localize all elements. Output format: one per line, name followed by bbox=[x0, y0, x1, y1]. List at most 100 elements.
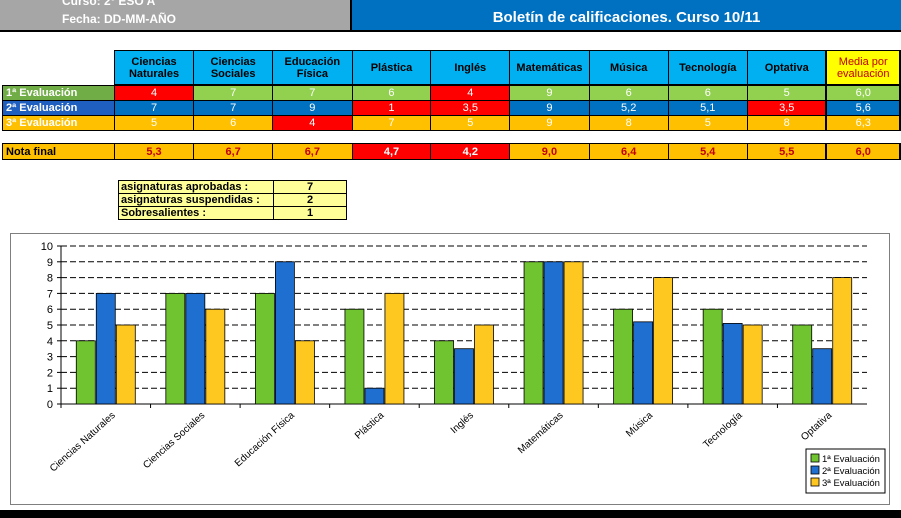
chart-bar bbox=[115, 324, 136, 405]
y-tick-label: 9 bbox=[47, 257, 53, 269]
grade-cell: 3,5 bbox=[746, 100, 827, 116]
grade-cell: 8 bbox=[746, 115, 827, 131]
grade-cell: 5 bbox=[430, 115, 511, 131]
grade-cell: 4 bbox=[430, 85, 511, 101]
grade-cell: 6 bbox=[193, 115, 274, 131]
report-title: Boletín de calificaciones. Curso 10/11 bbox=[492, 9, 761, 26]
evaluation-mean-cell: 6,0 bbox=[825, 85, 901, 101]
y-tick-label: 7 bbox=[47, 288, 53, 300]
mean-header: Media por evaluación bbox=[825, 50, 901, 85]
chart-bar bbox=[543, 261, 564, 405]
grades-table: Ciencias Naturales Ciencias Sociales Educaci… bbox=[2, 50, 901, 160]
x-category-label: Tecnología bbox=[701, 410, 745, 451]
y-tick-label: 3 bbox=[47, 352, 53, 364]
grade-cell: 5 bbox=[746, 85, 827, 101]
grade-cell: 9 bbox=[509, 85, 590, 101]
grade-cell: 9 bbox=[509, 115, 590, 131]
summary-row: asignaturas aprobadas :7 bbox=[118, 180, 347, 194]
evaluation-mean-cell: 6,3 bbox=[825, 115, 901, 131]
chart-bar bbox=[95, 293, 116, 405]
course-label: Curso: 2º ESO A bbox=[62, 0, 156, 8]
y-tick-label: 0 bbox=[47, 399, 53, 411]
grade-cell: 6 bbox=[667, 85, 748, 101]
final-grade-label: Nota final bbox=[2, 143, 115, 160]
final-grade-cell: 5,5 bbox=[746, 143, 827, 160]
evaluation-row: 1ª Evaluación 4 7 7 6 4 9 6 6 5 6,0 bbox=[2, 85, 901, 101]
chart-bar bbox=[165, 293, 186, 405]
legend-swatch bbox=[810, 465, 820, 475]
chart-bar bbox=[792, 324, 813, 405]
subject-header: Tecnología bbox=[667, 50, 748, 85]
subject-header: Ciencias Naturales bbox=[113, 50, 195, 85]
chart-bar bbox=[274, 261, 295, 405]
x-category-label: Ciencias Naturales bbox=[48, 410, 118, 474]
final-grade-cell: 6,7 bbox=[272, 143, 353, 160]
final-grade-cell: 5,4 bbox=[667, 143, 748, 160]
header-blank-cell bbox=[3, 51, 115, 85]
grade-cell: 9 bbox=[272, 100, 353, 116]
grades-chart: 0 1 2 3 4 5 6 7 8 9 10 Ciencias Naturales Ciencias S… bbox=[10, 233, 890, 505]
chart-bar bbox=[434, 340, 454, 405]
final-grade-cell: 9,0 bbox=[509, 143, 590, 160]
chart-bar bbox=[563, 261, 584, 405]
grade-cell: 5 bbox=[667, 115, 748, 131]
chart-bar bbox=[633, 321, 654, 405]
legend-label: 3ª Evaluación bbox=[822, 478, 880, 489]
x-category-label: Plástica bbox=[353, 410, 387, 442]
grade-cell: 5 bbox=[113, 115, 195, 131]
x-category-label: Educación Física bbox=[233, 410, 297, 469]
grade-cell: 6 bbox=[351, 85, 432, 101]
grade-cell: 3,5 bbox=[430, 100, 511, 116]
summary-table: asignaturas aprobadas :7 asignaturas susp… bbox=[118, 180, 347, 220]
chart-bar bbox=[185, 293, 206, 405]
x-category-label: Matemáticas bbox=[516, 410, 565, 456]
evaluation-label: 2ª Evaluación bbox=[2, 100, 115, 116]
grade-cell: 5,1 bbox=[667, 100, 748, 116]
x-category-label: Música bbox=[624, 410, 655, 440]
grade-cell: 7 bbox=[351, 115, 432, 131]
y-tick-label: 5 bbox=[47, 320, 53, 332]
final-grade-row: Nota final 5,3 6,7 6,7 4,7 4,2 9,0 6,4 5,4 5,5 6,0 bbox=[2, 143, 901, 160]
grade-cell: 7 bbox=[193, 85, 274, 101]
chart-bar bbox=[364, 387, 385, 405]
x-category-label: Ciencias Sociales bbox=[141, 410, 207, 471]
grade-cell: 1 bbox=[351, 100, 432, 116]
x-category-label: Inglés bbox=[449, 410, 476, 436]
date-label: Fecha: DD-MM-AÑO bbox=[62, 12, 176, 26]
evaluation-label: 1ª Evaluación bbox=[2, 85, 115, 101]
evaluation-row: 3ª Evaluación 5 6 4 7 5 9 8 5 8 6,3 bbox=[2, 115, 901, 131]
summary-value: 2 bbox=[273, 193, 347, 207]
final-grade-cell: 4,7 bbox=[351, 143, 432, 160]
final-grade-cell: 4,2 bbox=[430, 143, 511, 160]
y-tick-label: 8 bbox=[47, 273, 53, 285]
legend-swatch bbox=[810, 477, 820, 487]
chart-bar bbox=[474, 324, 494, 405]
y-tick-label: 4 bbox=[47, 336, 53, 348]
final-mean-cell: 6,0 bbox=[825, 143, 901, 160]
chart-bar bbox=[742, 324, 763, 405]
subject-header: Educación Física bbox=[272, 50, 353, 85]
grade-cell: 4 bbox=[113, 85, 195, 101]
report-title-banner: Boletín de calificaciones. Curso 10/11 bbox=[352, 0, 901, 32]
subject-header: Plástica bbox=[351, 50, 432, 85]
summary-row: Sobresalientes :1 bbox=[118, 206, 347, 220]
evaluation-mean-cell: 5,6 bbox=[825, 100, 901, 116]
bottom-border bbox=[0, 510, 901, 518]
evaluation-label: 3ª Evaluación bbox=[2, 115, 115, 131]
chart-bar bbox=[254, 293, 275, 405]
chart-bar bbox=[653, 277, 674, 405]
y-tick-label: 6 bbox=[47, 304, 53, 316]
subject-header: Inglés bbox=[430, 50, 511, 85]
grade-cell: 7 bbox=[193, 100, 274, 116]
chart-bar bbox=[454, 348, 474, 405]
chart-bar bbox=[832, 277, 853, 405]
subject-header: Optativa bbox=[746, 50, 827, 85]
chart-bar bbox=[613, 308, 634, 405]
grade-cell: 7 bbox=[272, 85, 353, 101]
chart-bar bbox=[294, 340, 315, 405]
grade-cell: 7 bbox=[113, 100, 195, 116]
grade-cell: 6 bbox=[588, 85, 669, 101]
chart-bar bbox=[722, 323, 743, 405]
summary-row: asignaturas suspendidas :2 bbox=[118, 193, 347, 207]
course-info-panel: Curso: 2º ESO A Fecha: DD-MM-AÑO bbox=[0, 0, 352, 32]
